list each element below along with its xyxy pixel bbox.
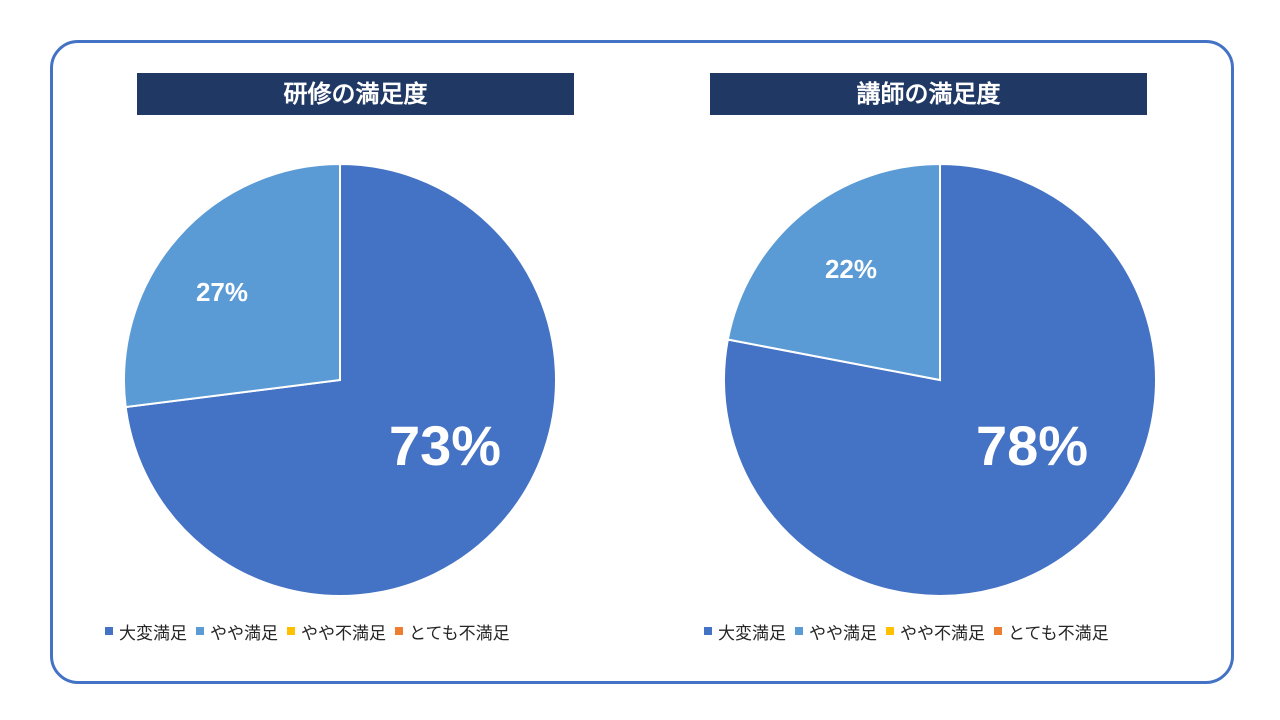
legend-swatch xyxy=(196,627,204,635)
pie-data-label-1-0: 78% xyxy=(976,414,1088,477)
pie-data-label-0-0: 73% xyxy=(389,414,501,477)
pie-data-label-0-1: 27% xyxy=(196,277,248,307)
legend-item: とても不満足 xyxy=(994,619,1109,644)
pie-slice-0-1 xyxy=(123,162,341,409)
legend-label: とても不満足 xyxy=(1008,623,1109,644)
legend-swatch xyxy=(886,627,894,635)
legend-label: 大変満足 xyxy=(119,623,187,644)
pie-slice-1-1 xyxy=(726,162,941,382)
legend-swatch xyxy=(287,627,295,635)
legend-item: やや満足 xyxy=(196,619,278,644)
chart-title-training: 研修の満足度 xyxy=(137,73,574,115)
pie-data-label-1-1: 22% xyxy=(825,254,877,284)
chart-title-instructor: 講師の満足度 xyxy=(710,73,1147,115)
legend-item: とても不満足 xyxy=(395,619,510,644)
legend-swatch xyxy=(994,627,1002,635)
legend-item: やや不満足 xyxy=(287,619,386,644)
legend-item: やや不満足 xyxy=(886,619,985,644)
legend-item: 大変満足 xyxy=(704,619,786,644)
legend-label: やや満足 xyxy=(809,623,877,644)
legend-label: やや満足 xyxy=(210,623,278,644)
legend-item: 大変満足 xyxy=(105,619,187,644)
legend-swatch xyxy=(795,627,803,635)
legend-training: 大変満足 やや満足 やや不満足 とても不満足 xyxy=(105,619,519,644)
legend-label: やや不満足 xyxy=(900,623,985,644)
legend-label: 大変満足 xyxy=(718,623,786,644)
legend-item: やや満足 xyxy=(795,619,877,644)
legend-label: やや不満足 xyxy=(301,623,386,644)
legend-instructor: 大変満足 やや満足 やや不満足 とても不満足 xyxy=(704,619,1118,644)
legend-swatch xyxy=(704,627,712,635)
legend-label: とても不満足 xyxy=(409,623,510,644)
legend-swatch xyxy=(395,627,403,635)
legend-swatch xyxy=(105,627,113,635)
